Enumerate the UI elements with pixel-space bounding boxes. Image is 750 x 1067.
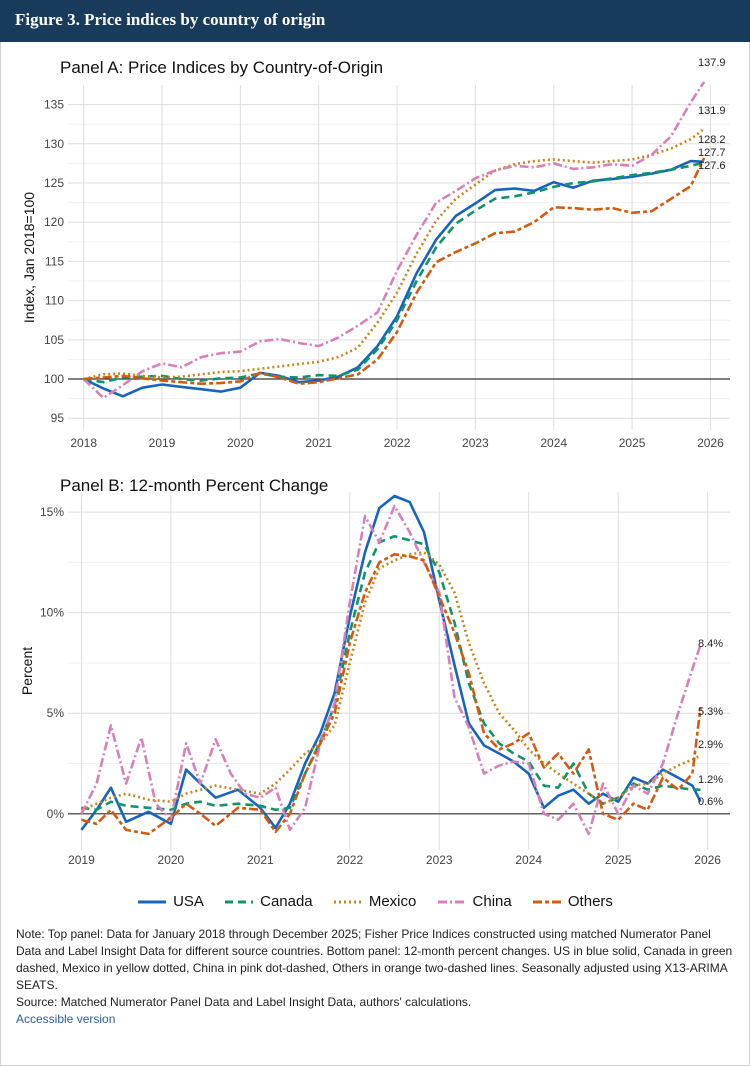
legend-item-others: Others [532,893,613,910]
legend-label-usa: USA [173,893,204,910]
panel-b-xtick-label: 2024 [515,853,542,867]
panel-a-ytick-label: 100 [44,372,64,386]
panel-a-xtick-label: 2019 [149,436,176,450]
panel-b-xtick-label: 2021 [247,853,274,867]
panel-a-xtick-label: 2022 [384,436,411,450]
panel-b-title: Panel B: 12-month Percent Change [60,476,328,495]
panel-b-series-others [81,552,702,836]
panel-b-ytick-label: 10% [40,606,64,620]
panel-a-series-mexico [83,127,705,381]
panel-b-ylabel: Percent [19,647,35,695]
panel-b-series-mexico [80,550,702,812]
panel-a-xtick-label: 2023 [462,436,489,450]
panel-a-ytick-label: 115 [45,254,64,268]
panel-a-xtick-label: 2024 [540,436,567,450]
figure-notes: Note: Top panel: Data for January 2018 t… [16,926,736,1028]
legend-item-mexico: Mexico [333,893,417,910]
panel-b-series-canada [81,534,701,812]
legend-item-usa: USA [137,893,204,910]
panel-a-series-others [83,157,706,386]
source-text: Source: Matched Numerator Panel Data and… [16,995,472,1009]
panel-a-ylabel: Index, Jan 2018=100 [21,192,37,323]
panel-b-series-china [80,504,702,836]
figure-header: Figure 3. Price indices by country of or… [0,0,750,42]
panel-a-ytick-label: 105 [44,333,64,347]
panel-b-end-label: 2.9% [698,739,723,751]
panel-b-ytick-label: 0% [47,807,65,821]
panel-a-series-canada [83,161,705,384]
panel-a-series-china [82,81,706,400]
legend-item-canada: Canada [224,893,313,910]
panel-a-ytick-label: 110 [45,294,64,308]
panel-a-end-label: 137.9 [698,57,726,69]
legend: USA Canada Mexico China Others [0,893,750,915]
panel-a-ytick-label: 120 [44,215,64,229]
panel-a-xtick-label: 2018 [70,436,97,450]
panel-b-xtick-label: 2019 [68,853,95,867]
charts-canvas: 95 100 105 110 115 120 125 130 135 2018 2019 2020 20… [19,57,730,867]
panel-a-xtick-label: 2025 [619,436,646,450]
legend-label-mexico: Mexico [368,893,417,910]
panel-b-xtick-label: 2023 [426,853,453,867]
panel-b-end-label: 1.2% [698,774,723,786]
panel-b-xtick-label: 2020 [158,853,185,867]
panel-b-ytick-label: 5% [47,706,65,720]
accessible-version-link[interactable]: Accessible version [16,1012,116,1026]
panel-a-ytick-label: 125 [44,176,64,190]
panel-b-xtick-label: 2025 [605,853,632,867]
panel-b-xtick-label: 2022 [336,853,363,867]
panel-a-end-label: 127.6 [698,160,726,172]
panel-a-end-label: 128.2 [698,134,726,146]
panel-a-xtick-label: 2026 [697,436,724,450]
panel-a-end-label: 131.9 [698,105,726,117]
panel-a-end-label: 127.7 [698,147,726,159]
panel-a-xtick-label: 2020 [227,436,254,450]
panel-b-ytick-label: 15% [40,505,64,519]
note-text: Note: Top panel: Data for January 2018 t… [16,927,733,992]
panel-b-end-label: 5.3% [698,706,723,718]
figure-title: Figure 3. Price indices by country of or… [15,10,326,29]
panel-a-ytick-label: 135 [44,98,64,112]
panel-b-xtick-label: 2026 [694,853,721,867]
panel-a-ytick-label: 95 [51,411,65,425]
panel-a-xtick-label: 2021 [305,436,332,450]
legend-label-china: China [472,893,512,910]
panel-a-title: Panel A: Price Indices by Country-of-Ori… [60,58,383,77]
legend-label-others: Others [567,893,613,910]
legend-label-canada: Canada [260,893,313,910]
panel-b-end-label: 0.6% [698,796,723,808]
panel-a-ytick-label: 130 [44,137,64,151]
panel-b-end-label: 8.4% [698,638,723,650]
legend-item-china: China [437,893,512,910]
